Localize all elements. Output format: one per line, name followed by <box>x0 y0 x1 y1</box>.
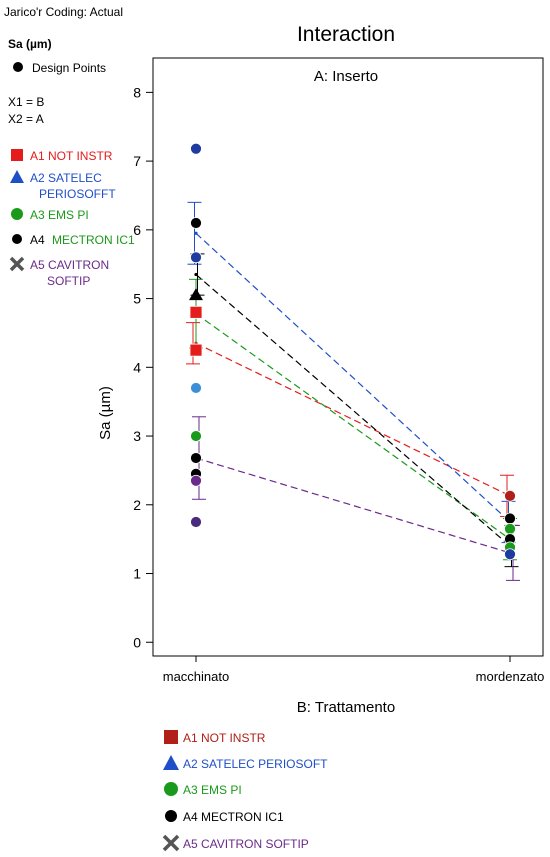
design-point <box>190 142 202 155</box>
design-point <box>190 474 202 487</box>
design-points-label: Design Points <box>32 61 106 75</box>
chart-subtitle: A: Inserto <box>314 68 378 85</box>
y-axis: 0 1 2 3 4 5 6 7 8 <box>133 84 153 650</box>
design-point <box>504 512 516 525</box>
factor-x1: X1 = B <box>8 95 44 109</box>
dot-icon <box>12 234 22 244</box>
series-line <box>195 342 511 497</box>
legend-left-item-2: A2 SATELEC PERIOSOFFT <box>10 170 116 201</box>
legend-left-prefix: A4 <box>30 233 45 247</box>
design-point <box>190 382 202 394</box>
legend-left-item-1: A1 NOT INSTR <box>11 149 113 163</box>
design-point <box>190 430 202 442</box>
x-tick-label: mordenzato <box>476 669 545 684</box>
coding-text: Jarico'r Coding: Actual <box>4 5 123 19</box>
design-points-layer <box>189 142 516 561</box>
legend-left-label: A5 CAVITRON <box>30 258 109 272</box>
design-point <box>189 343 203 357</box>
y-tick-label: 6 <box>133 222 141 238</box>
series-mean-point <box>194 272 198 277</box>
design-point <box>190 251 202 264</box>
y-tick-label: 5 <box>133 291 141 307</box>
factor-x2: X2 = A <box>8 112 44 126</box>
triangle-icon <box>163 755 179 770</box>
legend-left-item-4: A4 MECTRON IC1 <box>12 233 135 247</box>
legend-bottom-item-3: A3 EMS PI <box>164 782 242 797</box>
plot-frame <box>152 57 544 657</box>
design-point <box>504 548 516 561</box>
design-points-marker <box>13 62 23 72</box>
response-label: Sa (µm) <box>8 37 52 51</box>
series-1 <box>186 322 514 517</box>
x-tick-label: macchinato <box>163 669 229 684</box>
y-tick-label: 1 <box>133 566 141 582</box>
series-line <box>195 274 511 547</box>
series-3 <box>189 278 517 561</box>
legend-left-label: MECTRON IC1 <box>52 233 135 247</box>
legend-left: A1 NOT INSTR A2 SATELEC PERIOSOFFT A3 EMS P… <box>9 149 135 288</box>
series-line <box>195 232 511 523</box>
series-line <box>195 313 511 540</box>
design-point <box>504 489 516 502</box>
series-layer <box>186 201 520 581</box>
legend-bottom-label: A4 MECTRON IC1 <box>183 810 284 824</box>
x-axis-label: B: Trattamento <box>297 699 395 716</box>
legend-bottom-item-2: A2 SATELEC PERIOSOFT <box>163 755 328 771</box>
design-point <box>190 516 202 528</box>
y-axis-label: Sa (µm) <box>97 386 114 440</box>
legend-left-label: PERIOSOFFT <box>39 187 116 201</box>
series-4 <box>190 253 519 568</box>
legend-left-label: SOFTIP <box>47 274 90 288</box>
legend-bottom-item-4: A4 MECTRON IC1 <box>165 810 284 824</box>
legend-bottom-item-1: A1 NOT INSTR <box>164 730 266 745</box>
cross-icon <box>9 256 25 272</box>
cross-icon <box>162 834 180 852</box>
y-tick-label: 2 <box>133 497 141 513</box>
x-axis: macchinato mordenzato <box>163 656 545 684</box>
design-point <box>189 288 203 301</box>
square-icon <box>11 149 23 161</box>
legend-bottom-label: A5 CAVITRON SOFTIP <box>183 837 309 851</box>
design-point <box>190 452 202 464</box>
series-5 <box>192 416 520 581</box>
legend-bottom-label: A3 EMS PI <box>183 783 242 797</box>
chart-title: Interaction <box>297 23 395 46</box>
legend-left-item-5: A5 CAVITRON SOFTIP <box>9 256 109 288</box>
legend-bottom: A1 NOT INSTR A2 SATELEC PERIOSOFT A3 EMS P… <box>162 730 328 852</box>
circle-icon <box>164 782 178 796</box>
legend-bottom-label: A1 NOT INSTR <box>183 731 266 745</box>
design-point <box>190 217 202 229</box>
dot-icon <box>165 810 177 822</box>
y-tick-label: 4 <box>133 359 141 375</box>
design-point <box>189 305 203 319</box>
triangle-icon <box>10 170 24 183</box>
design-point <box>504 522 516 535</box>
legend-left-label: A2 SATELEC <box>30 171 102 185</box>
legend-left-item-3: A3 EMS PI <box>11 208 89 222</box>
series-mean-point <box>194 231 198 235</box>
legend-bottom-item-5: A5 CAVITRON SOFTIP <box>162 834 309 852</box>
legend-bottom-label: A2 SATELEC PERIOSOFT <box>183 757 328 771</box>
y-tick-label: 3 <box>133 428 141 444</box>
legend-left-label: A1 NOT INSTR <box>30 149 113 163</box>
legend-left-label: A3 EMS PI <box>30 208 89 222</box>
series-2 <box>187 201 516 544</box>
y-tick-label: 8 <box>133 84 141 100</box>
y-tick-label: 0 <box>133 634 141 650</box>
y-tick-label: 7 <box>133 153 141 169</box>
square-icon <box>164 730 178 744</box>
circle-icon <box>11 208 23 220</box>
